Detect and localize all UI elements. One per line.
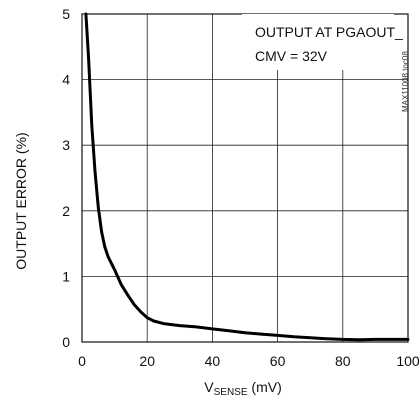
y-tick-label: 4 xyxy=(62,72,70,88)
y-tick-labels: 0 1 2 3 4 5 xyxy=(62,6,70,350)
y-tick-label: 3 xyxy=(62,137,70,153)
x-tick-label: 100 xyxy=(396,353,420,369)
series-layer xyxy=(84,12,410,342)
y-axis-title: OUTPUT ERROR (%) xyxy=(13,132,29,269)
x-axis-title-prefix: V xyxy=(204,379,214,395)
series-line xyxy=(84,12,410,342)
y-tick-label: 1 xyxy=(62,268,70,284)
watermark-text: MAX11008 toc08 xyxy=(401,51,410,112)
x-axis-title: VSENSE (mV) xyxy=(204,379,281,398)
x-axis-title-suffix: (mV) xyxy=(248,379,282,395)
y-tick-label: 0 xyxy=(62,334,70,350)
x-tick-label: 80 xyxy=(335,353,351,369)
x-tick-label: 0 xyxy=(78,353,86,369)
annotation-line-2: CMV = 32V xyxy=(255,48,328,64)
x-tick-label: 40 xyxy=(205,353,221,369)
annotation-line-1: OUTPUT AT PGAOUT_ xyxy=(255,24,403,40)
x-tick-label: 20 xyxy=(139,353,155,369)
x-axis-title-subscript: SENSE xyxy=(214,387,248,398)
y-tick-label: 2 xyxy=(62,203,70,219)
x-tick-labels: 0 20 40 60 80 100 xyxy=(78,353,420,369)
y-tick-label: 5 xyxy=(62,6,70,22)
annotation-background xyxy=(242,14,394,70)
x-tick-label: 60 xyxy=(270,353,286,369)
